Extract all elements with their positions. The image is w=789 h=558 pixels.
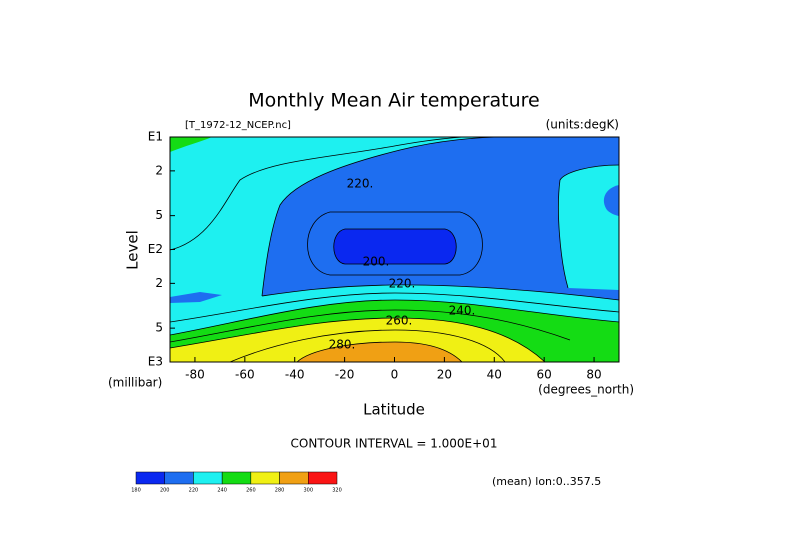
y-unit-label: (millibar) <box>108 376 162 390</box>
x-tick-label: -80 <box>185 368 205 382</box>
x-tick-label: -40 <box>285 368 305 382</box>
contour-line <box>261 137 506 297</box>
contour-line <box>261 284 619 301</box>
colorbar-box <box>135 471 165 485</box>
contour-label: 200. <box>363 255 390 269</box>
footer: (mean) lon:0..357.5 <box>492 475 601 488</box>
y-tick-label: E1 <box>148 130 163 144</box>
region <box>170 318 545 362</box>
contour-interval: CONTOUR INTERVAL = 1.000E+01 <box>291 437 498 451</box>
region <box>170 137 212 152</box>
units-label: (units:degK) <box>546 118 619 132</box>
y-tick-label: E2 <box>148 242 163 256</box>
x-tick-label: 0 <box>391 368 399 382</box>
colorbar-label: 180 <box>131 488 141 494</box>
y-tick-label: 5 <box>155 208 163 222</box>
contour-line <box>170 317 546 362</box>
region <box>603 185 619 216</box>
contour-line <box>170 309 571 343</box>
colorbar-label: 200 <box>160 488 170 494</box>
contour-line <box>170 299 619 336</box>
x-tick-label: -20 <box>335 368 355 382</box>
contour-label: 240. <box>449 304 476 318</box>
x-axis-label: Latitude <box>363 401 425 419</box>
chart-title: Monthly Mean Air temperature <box>248 90 539 112</box>
colorbar-box <box>308 471 338 485</box>
x-tick-label: 60 <box>537 368 552 382</box>
y-tick-label: 2 <box>155 276 163 290</box>
region <box>558 165 619 290</box>
colorbar-label: 300 <box>304 488 314 494</box>
y-tick-label: 2 <box>155 163 163 177</box>
colorbar-box <box>221 471 252 485</box>
colorbar-box <box>193 471 223 485</box>
colorbar-label: 320 <box>332 488 342 494</box>
x-tick-label: 40 <box>487 368 502 382</box>
contour-label: 280. <box>329 338 356 352</box>
y-tick-label: E3 <box>148 355 163 369</box>
x-tick-label: 20 <box>437 368 452 382</box>
contour-line <box>558 164 619 289</box>
subtitle: [T_1972-12_NCEP.nc] <box>185 120 291 131</box>
x-tick-label: 80 <box>586 368 601 382</box>
colorbar-label: 220 <box>189 488 199 494</box>
contour-line <box>170 137 470 251</box>
colorbar-box <box>164 471 194 485</box>
y-tick-label: 5 <box>155 321 163 335</box>
region <box>170 292 222 303</box>
contour-line <box>229 329 506 362</box>
y-axis-label: Level <box>124 230 142 270</box>
contour-line <box>296 341 463 362</box>
contour-label: 260. <box>386 314 413 328</box>
x-tick-label: -60 <box>235 368 255 382</box>
colorbar-box <box>250 471 280 485</box>
x-unit-label: (degrees_north) <box>538 383 634 397</box>
contour-line <box>333 228 457 265</box>
contour-label: 220. <box>347 177 374 191</box>
colorbar-label: 260 <box>246 488 256 494</box>
contour-line <box>307 211 483 276</box>
region <box>333 229 457 264</box>
contour-line <box>170 292 619 323</box>
contour-fills <box>170 137 619 362</box>
colorbar-label: 280 <box>275 488 285 494</box>
colorbar-box <box>279 471 309 485</box>
colorbar-label: 240 <box>217 488 227 494</box>
contour-label: 220. <box>389 277 416 291</box>
